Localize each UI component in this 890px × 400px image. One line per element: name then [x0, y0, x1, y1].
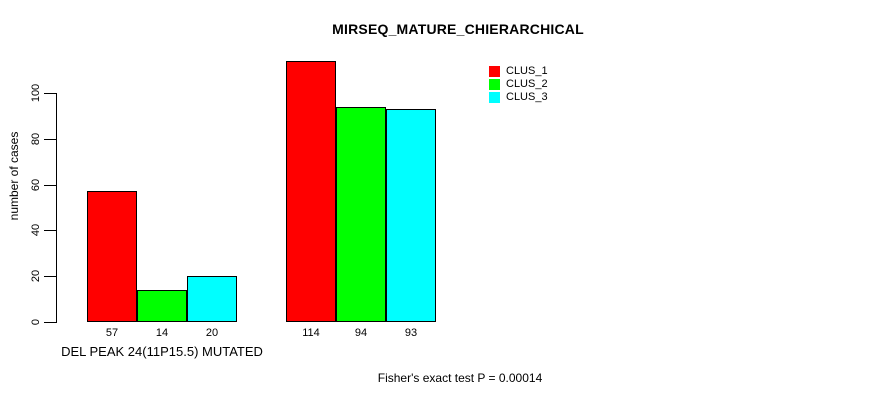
- y-axis-tick: [44, 322, 56, 323]
- bar-value-label: 20: [205, 327, 219, 339]
- bar-value-label: 114: [302, 327, 320, 339]
- legend-item-clus_1: CLUS_1: [489, 65, 548, 78]
- y-axis-tick-label: 20: [30, 269, 42, 283]
- y-axis-tick-label: 0: [30, 318, 42, 326]
- legend: CLUS_1 CLUS_2 CLUS_3: [489, 65, 548, 104]
- y-axis-tick: [44, 185, 56, 186]
- legend-item-clus_3: CLUS_3: [489, 91, 548, 104]
- bar-value-label: 93: [404, 327, 418, 339]
- y-axis-tick: [44, 230, 56, 231]
- legend-label: CLUS_3: [506, 91, 548, 103]
- y-axis-tick-label: 100: [30, 83, 42, 103]
- bar-clus_3-group1: [187, 276, 237, 322]
- y-axis-tick: [44, 276, 56, 277]
- y-axis-tick: [44, 93, 56, 94]
- legend-label: CLUS_2: [506, 78, 548, 90]
- bar-value-label: 14: [155, 327, 169, 339]
- x-category-label: DEL PEAK 24(11P15.5) MUTATED: [61, 344, 263, 359]
- y-axis-tick-label: 60: [30, 178, 42, 192]
- y-axis-tick-label: 40: [30, 223, 42, 237]
- y-axis-tick: [44, 139, 56, 140]
- bar-clus_2-group1: [137, 290, 187, 322]
- y-axis-title-text: number of cases: [7, 131, 21, 221]
- bar-value-label: 57: [105, 327, 119, 339]
- legend-swatch-clus_1: [489, 66, 500, 77]
- y-axis-line: [56, 93, 57, 323]
- legend-swatch-clus_3: [489, 92, 500, 103]
- bar-clus_2-group2: [336, 107, 386, 322]
- bar-clus_1-group2: [286, 61, 336, 322]
- bar-value-label: 94: [354, 327, 368, 339]
- legend-label: CLUS_1: [506, 65, 548, 77]
- legend-item-clus_2: CLUS_2: [489, 78, 548, 91]
- y-axis-tick-label: 80: [30, 132, 42, 146]
- annotation-fisher-test: Fisher's exact test P = 0.00014: [377, 371, 543, 385]
- bar-clus_3-group2: [386, 109, 436, 322]
- chart-title: MIRSEQ_MATURE_CHIERARCHICAL: [332, 21, 584, 37]
- legend-swatch-clus_2: [489, 79, 500, 90]
- bar-clus_1-group1: [87, 191, 137, 322]
